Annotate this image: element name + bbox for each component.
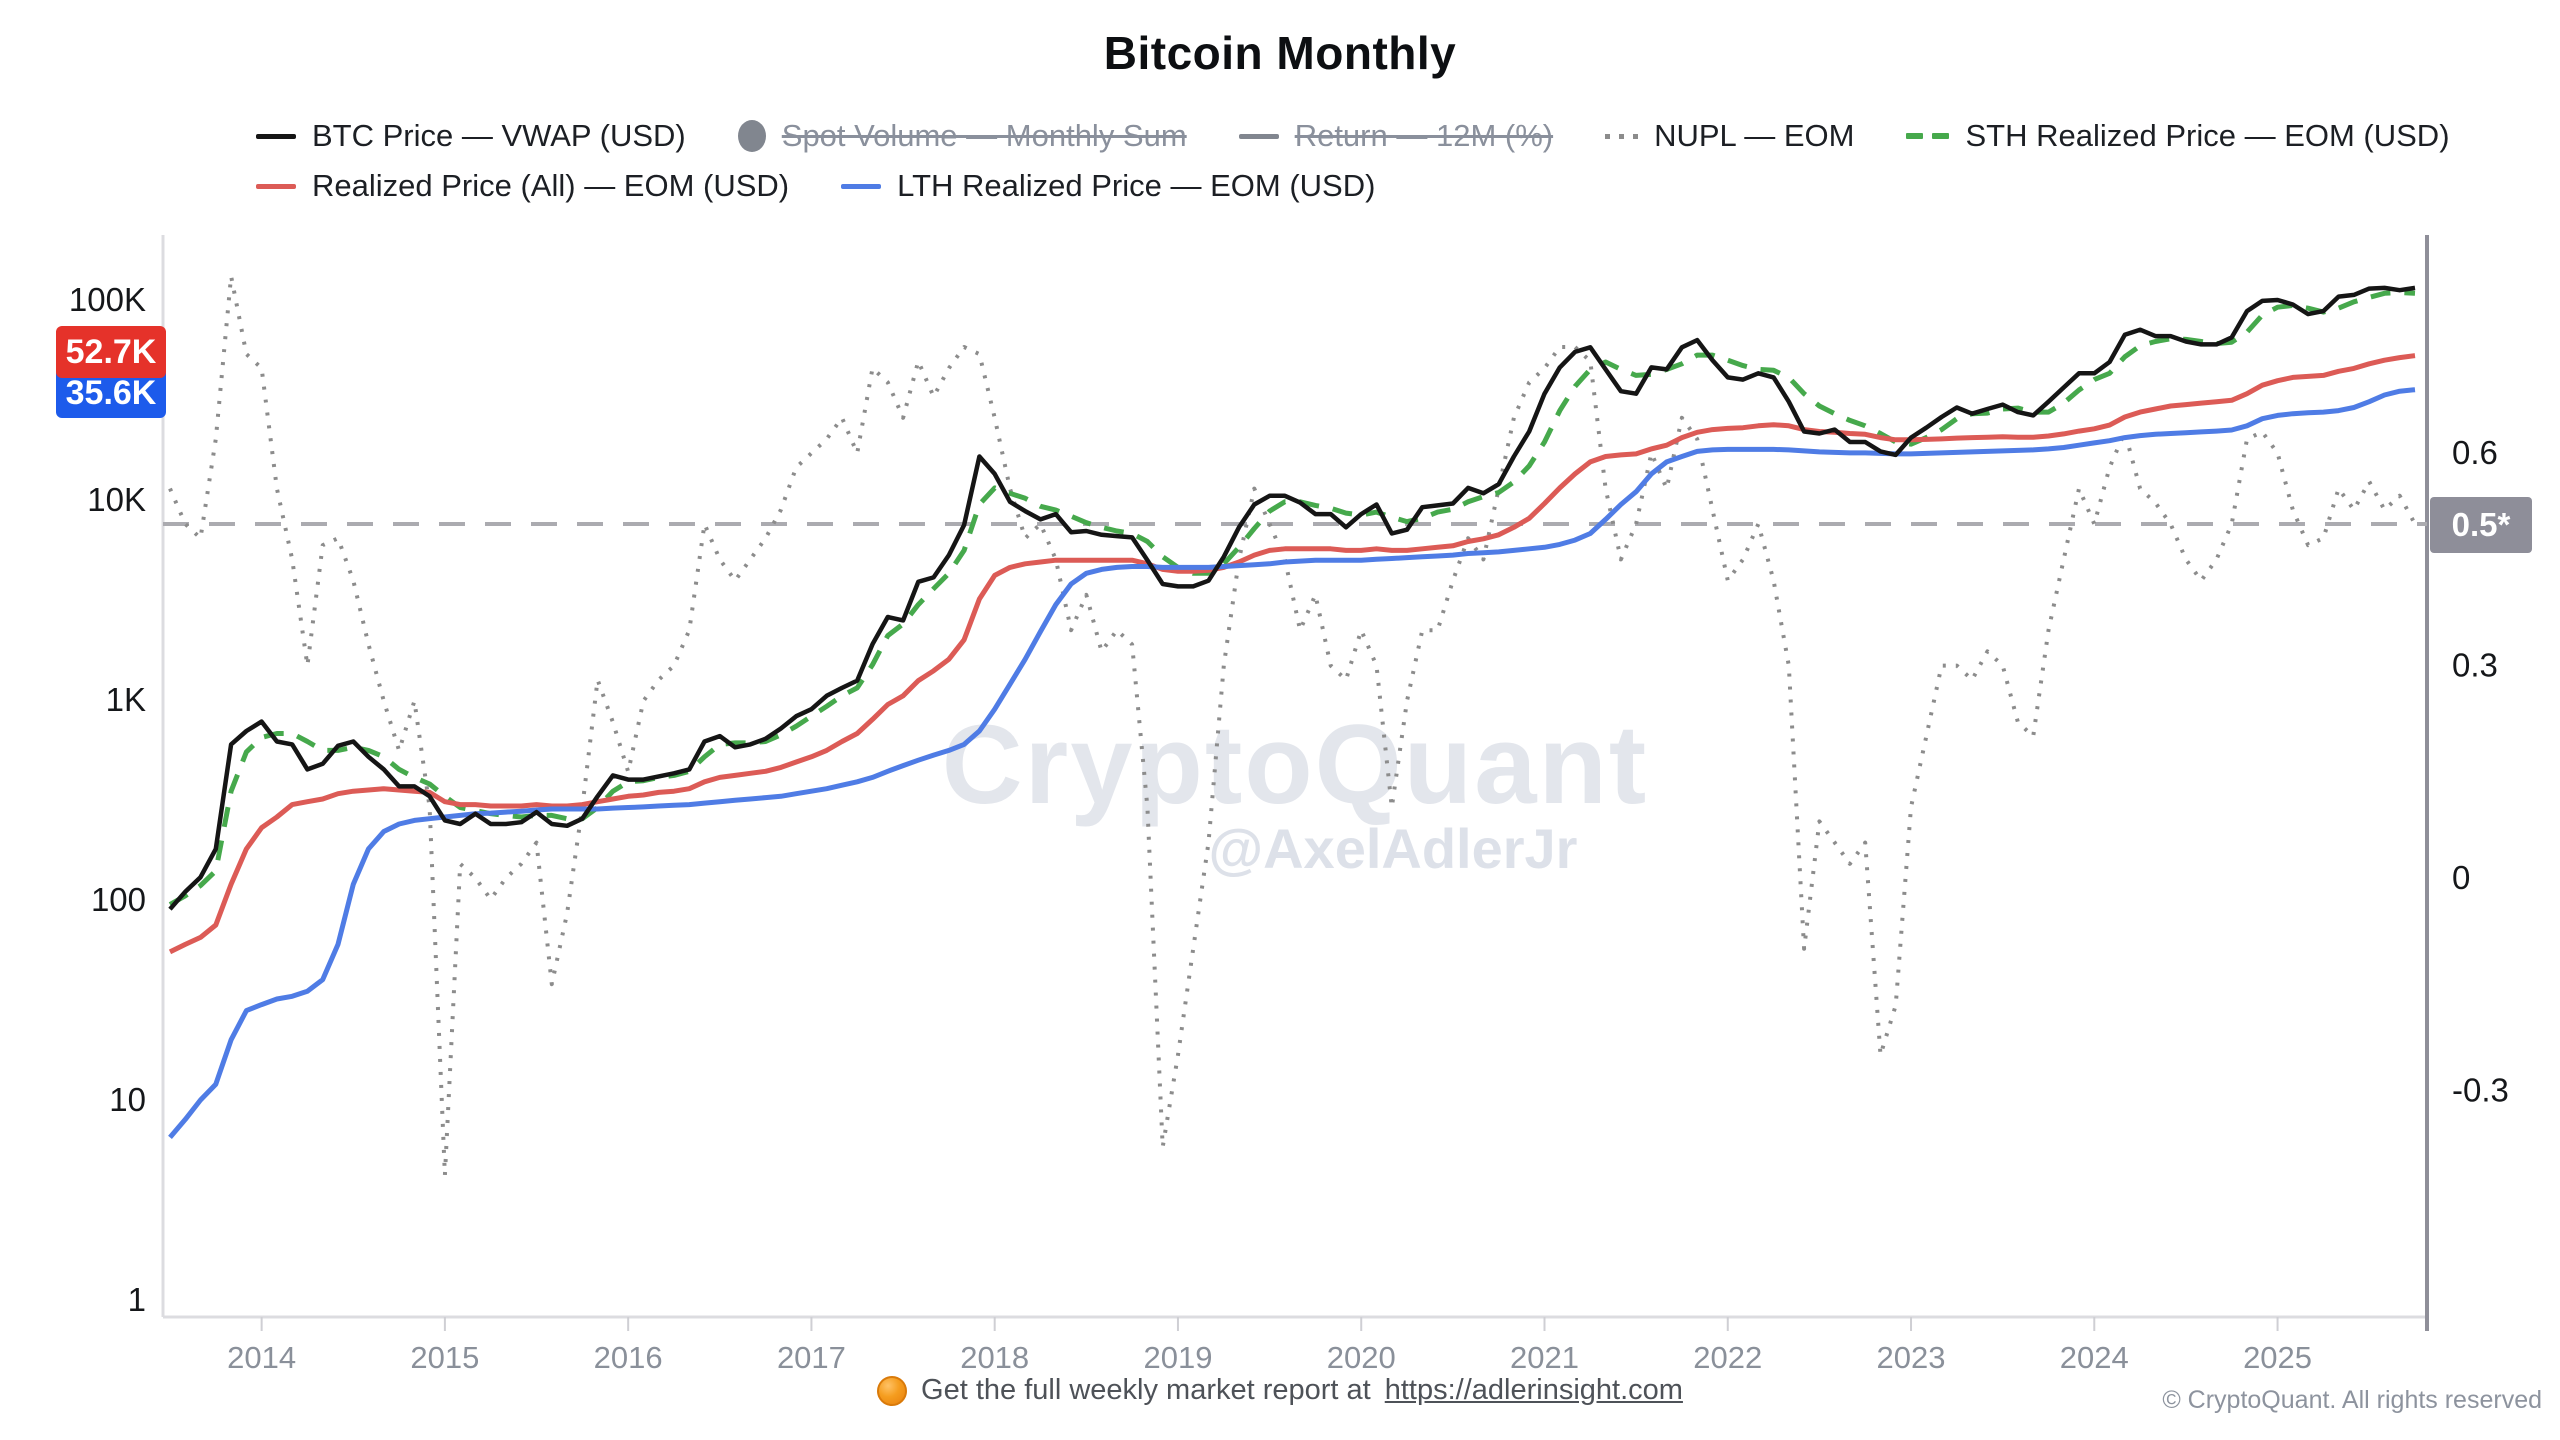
series-nupl-eom xyxy=(168,274,2417,1178)
series-realized-price-all-eom-usd xyxy=(168,353,2416,955)
line-marker-icon xyxy=(256,133,296,139)
legend-item-spot-volume-monthly-sum[interactable]: Spot Volume — Monthly Sum xyxy=(737,118,1187,154)
left-axis-tick-label: 100 xyxy=(91,881,146,918)
legend-item-label: Realized Price (All) — EOM (USD) xyxy=(312,168,790,203)
left-axis-tick-label: 1 xyxy=(128,1281,146,1318)
left-axis-tick-label: 10K xyxy=(87,481,146,518)
chart-legend: BTC Price — VWAP (USD) Spot Volume — Mont… xyxy=(256,118,2450,218)
x-tick-label: 2023 xyxy=(1877,1340,1946,1375)
chart-title: Bitcoin Monthly xyxy=(1103,27,1457,79)
x-tick-label: 2025 xyxy=(2243,1340,2312,1375)
report-link[interactable]: https://adlerinsight.com xyxy=(1384,1374,1683,1406)
line-marker-icon xyxy=(841,183,882,189)
right-axis-tick-label: 0.3 xyxy=(2452,647,2498,684)
legend-item-label: NUPL — EOM xyxy=(1654,118,1855,153)
footer-text: Get the full weekly market report at xyxy=(921,1374,1371,1406)
left-axis-tick-label: 10 xyxy=(109,1081,146,1118)
legend-row: Realized Price (All) — EOM (USD) LTH Real… xyxy=(256,168,2396,204)
left-axis-tick-label: 100K xyxy=(69,281,146,318)
x-tick-label: 2020 xyxy=(1327,1340,1396,1375)
legend-item-label: STH Realized Price — EOM (USD) xyxy=(1965,118,2450,153)
dots-marker-icon xyxy=(1605,133,1639,139)
series-btc-price-vwap-usd xyxy=(168,285,2416,911)
x-tick-label: 2019 xyxy=(1143,1340,1212,1375)
circle-marker-icon xyxy=(737,120,766,152)
x-tick-label: 2021 xyxy=(1510,1340,1579,1375)
orange-circle-icon xyxy=(877,1375,908,1406)
legend-item-realized-price-all-eom-usd[interactable]: Realized Price (All) — EOM (USD) xyxy=(256,168,789,204)
copyright-notice: © CryptoQuant. All rights reserved xyxy=(2162,1386,2542,1414)
right-axis-tick-label: 0 xyxy=(2452,859,2470,896)
legend-item-label: BTC Price — VWAP (USD) xyxy=(312,118,686,153)
legend-item-nupl-eom[interactable]: NUPL — EOM xyxy=(1605,118,1854,154)
legend-row: BTC Price — VWAP (USD) Spot Volume — Mont… xyxy=(256,118,2450,154)
legend-item-lth-realized-price-eom-usd[interactable]: LTH Realized Price — EOM (USD) xyxy=(841,168,1375,204)
x-tick-label: 2014 xyxy=(227,1340,296,1375)
line-marker-icon xyxy=(1238,133,1279,139)
line-marker-icon xyxy=(256,183,296,189)
legend-item-label: Spot Volume — Monthly Sum xyxy=(781,118,1187,153)
left-axis-tick-label: 1K xyxy=(106,681,146,718)
right-axis-tick-label: -0.3 xyxy=(2452,1071,2509,1108)
x-tick-label: 2016 xyxy=(594,1340,663,1375)
dashes-marker-icon xyxy=(1906,133,1950,139)
footer-banner: Get the full weekly market report at htt… xyxy=(0,1374,2560,1407)
legend-item-label: Return — 12M (%) xyxy=(1294,118,1554,153)
legend-item-return-12m[interactable]: Return — 12M (%) xyxy=(1238,118,1554,154)
legend-item-btc-price-vwap-usd[interactable]: BTC Price — VWAP (USD) xyxy=(256,118,686,154)
x-tick-label: 2024 xyxy=(2060,1340,2129,1375)
nupl-value-badge: 0.5* xyxy=(2430,497,2532,553)
right-axis-tick-label: 0.6 xyxy=(2452,434,2498,471)
realized-price-badge: 52.7K xyxy=(56,326,166,378)
series-lth-realized-price-eom-usd xyxy=(168,387,2416,1140)
x-tick-label: 2018 xyxy=(960,1340,1029,1375)
x-tick-label: 2022 xyxy=(1693,1340,1762,1375)
legend-item-sth-realized-price-eom-usd[interactable]: STH Realized Price — EOM (USD) xyxy=(1906,118,2450,154)
series-sth-realized-price-eom-usd xyxy=(168,290,2416,907)
legend-item-label: LTH Realized Price — EOM (USD) xyxy=(897,168,1376,203)
x-tick-label: 2015 xyxy=(410,1340,479,1375)
x-tick-label: 2017 xyxy=(777,1340,846,1375)
